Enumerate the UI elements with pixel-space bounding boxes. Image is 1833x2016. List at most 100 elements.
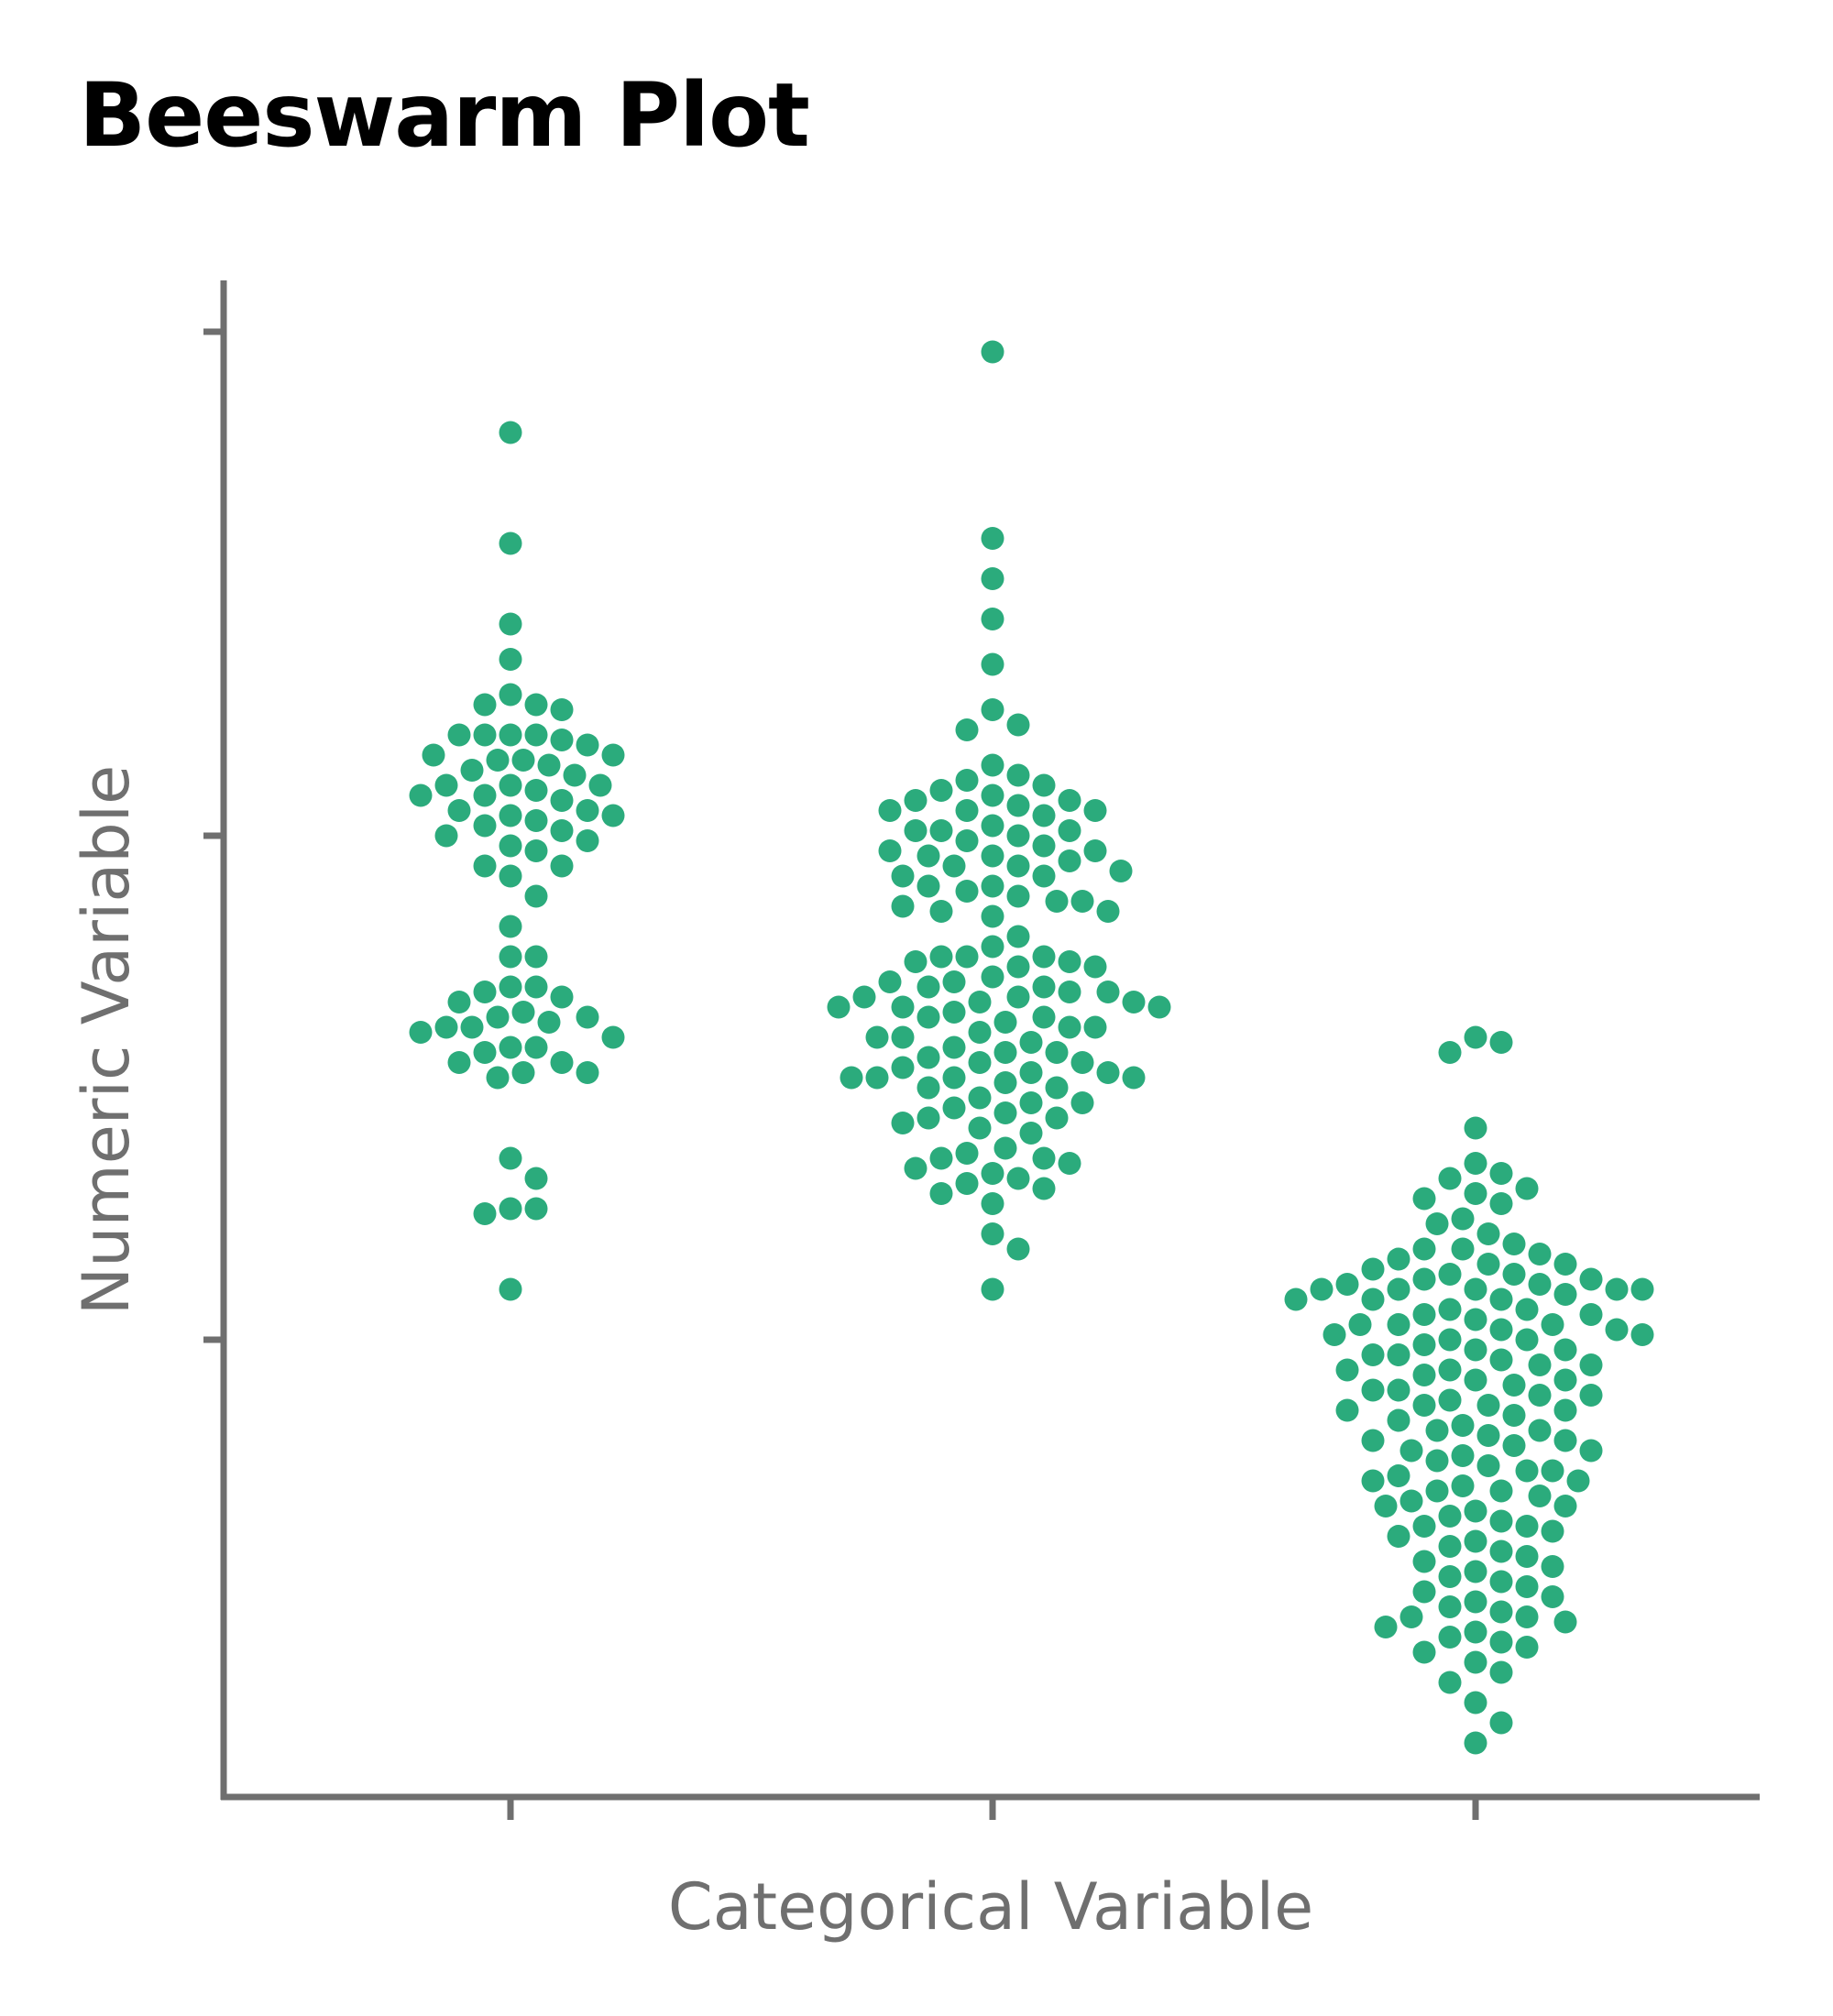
data-point	[1476, 1394, 1500, 1417]
data-point	[1515, 1328, 1539, 1352]
data-point	[1387, 1343, 1410, 1366]
data-point	[550, 698, 574, 721]
data-point	[1425, 1212, 1449, 1235]
data-point	[1489, 1600, 1513, 1624]
data-point	[550, 985, 574, 1009]
data-point	[1438, 1565, 1462, 1588]
data-point	[929, 945, 953, 969]
data-point	[1515, 1515, 1539, 1538]
data-point	[981, 1192, 1004, 1215]
data-point	[1412, 1640, 1436, 1664]
data-point	[409, 783, 433, 807]
data-point	[1032, 1177, 1056, 1200]
data-point	[473, 783, 497, 807]
data-point	[981, 567, 1004, 590]
data-point	[981, 783, 1004, 807]
data-point	[1489, 1192, 1513, 1215]
data-point	[1058, 819, 1081, 842]
data-point	[1006, 955, 1030, 979]
data-point	[1083, 799, 1107, 822]
data-point	[981, 844, 1004, 868]
data-point	[1489, 1348, 1513, 1372]
data-point	[1019, 1091, 1043, 1114]
data-point	[1464, 1529, 1487, 1553]
data-point	[1387, 1408, 1410, 1432]
data-point	[968, 1086, 992, 1110]
data-point	[537, 753, 561, 777]
data-point	[1412, 1237, 1436, 1261]
data-point	[1019, 1031, 1043, 1054]
data-point	[1058, 789, 1081, 812]
data-point	[601, 804, 625, 827]
data-point	[1489, 1660, 1513, 1684]
x-ticks	[507, 1797, 1479, 1820]
data-point	[1605, 1277, 1629, 1301]
data-point	[981, 608, 1004, 630]
data-point	[904, 819, 927, 842]
data-point	[929, 900, 953, 923]
data-point	[499, 1277, 522, 1301]
data-point	[499, 864, 522, 888]
data-point	[1476, 1424, 1500, 1447]
data-point	[981, 904, 1004, 928]
data-point	[422, 743, 445, 767]
data-point	[524, 884, 548, 908]
data-point	[473, 1041, 497, 1064]
data-point	[1361, 1343, 1385, 1366]
data-point	[1438, 1041, 1462, 1064]
data-point	[1109, 860, 1133, 882]
data-point	[1464, 1560, 1487, 1583]
data-point	[447, 991, 471, 1013]
data-point	[550, 729, 574, 751]
data-point	[473, 814, 497, 838]
data-point	[955, 1142, 979, 1165]
data-point	[1399, 1605, 1423, 1628]
data-point	[1032, 804, 1056, 827]
data-point	[993, 1011, 1017, 1034]
data-point	[1387, 1378, 1410, 1402]
data-point	[1006, 884, 1030, 908]
data-point	[473, 723, 497, 747]
data-point	[1464, 1650, 1487, 1674]
data-point	[473, 981, 497, 1003]
data-point	[576, 1005, 599, 1029]
data-point	[929, 819, 953, 842]
data-point	[601, 743, 625, 767]
data-point	[511, 1061, 535, 1084]
data-point	[827, 995, 851, 1019]
data-point	[1096, 1061, 1120, 1084]
data-point	[499, 945, 522, 969]
data-point	[891, 1025, 915, 1049]
data-point	[1387, 1525, 1410, 1548]
data-point	[1489, 1479, 1513, 1503]
data-point	[1553, 1338, 1577, 1362]
data-point	[852, 985, 876, 1009]
data-point	[447, 1051, 471, 1074]
data-point	[942, 1066, 966, 1090]
data-point	[499, 915, 522, 938]
data-point	[1605, 1318, 1629, 1342]
data-point	[1387, 1247, 1410, 1271]
data-point	[434, 773, 458, 797]
data-point	[1335, 1273, 1359, 1296]
data-point	[1083, 1015, 1107, 1039]
data-point	[1438, 1167, 1462, 1190]
data-point	[993, 1101, 1017, 1124]
data-point	[904, 950, 927, 973]
data-point	[955, 880, 979, 903]
data-point	[1438, 1671, 1462, 1694]
data-point	[1032, 945, 1056, 969]
data-point	[1528, 1419, 1552, 1442]
data-point	[1489, 1509, 1513, 1533]
data-point	[1006, 713, 1030, 737]
data-point	[1412, 1333, 1436, 1356]
data-point	[434, 824, 458, 848]
data-point	[1019, 1122, 1043, 1145]
data-point	[1412, 1550, 1436, 1573]
data-point	[1425, 1419, 1449, 1442]
data-point	[993, 1071, 1017, 1094]
data-point	[550, 789, 574, 812]
data-point	[1147, 995, 1171, 1019]
data-point	[981, 1222, 1004, 1245]
data-point	[1412, 1187, 1436, 1211]
